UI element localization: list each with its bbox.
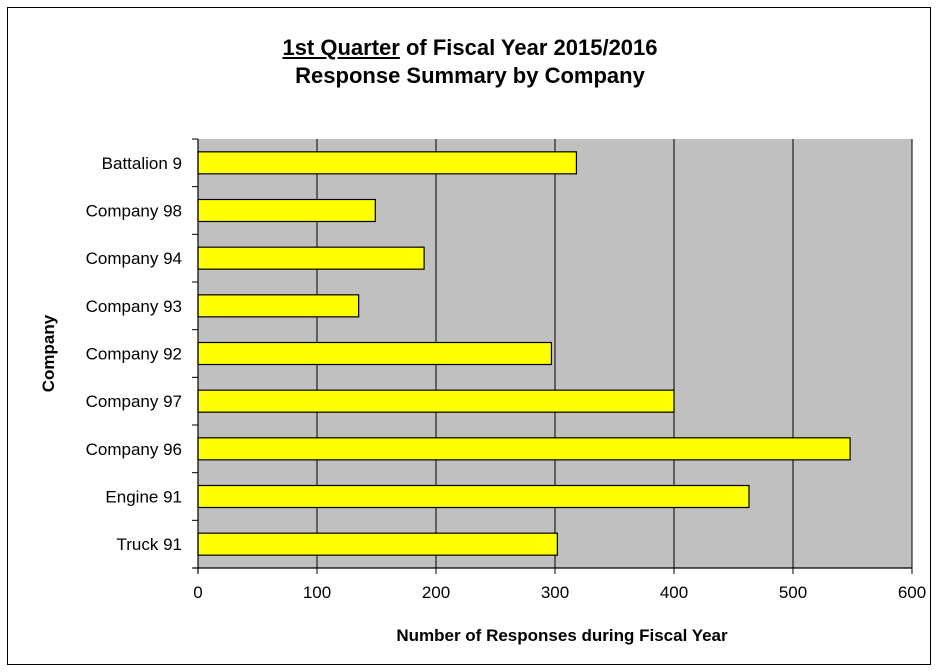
bar [197,246,425,270]
y-tick-label: Truck 91 [116,535,182,554]
bar [197,341,553,366]
chart-subtitle: Response Summary by Company [295,63,645,88]
chart-title-rest: of Fiscal Year 2015/2016 [399,35,658,60]
y-tick-labels: Battalion 9 Company 98 Company 94 Company 9… [86,154,182,554]
bar [197,437,851,461]
y-axis-title: Company [39,314,58,392]
y-tick-label: Engine 91 [105,488,182,507]
bar [197,532,558,556]
y-tick-label: Company 93 [86,297,182,316]
bar [197,151,578,175]
bars [197,151,851,556]
bar [197,389,675,413]
axes [192,138,913,574]
x-tick-label: 0 [193,583,202,602]
x-tick-label: 200 [422,583,450,602]
bar [197,294,360,318]
x-axis-title: Number of Responses during Fiscal Year [396,626,728,645]
x-tick-label: 100 [303,583,331,602]
x-tick-label: 500 [779,583,807,602]
y-tick-label: Battalion 9 [102,154,182,173]
x-tick-label: 600 [898,583,926,602]
x-tick-label: 400 [660,583,688,602]
y-tick-label: Company 98 [86,202,182,221]
x-tick-label: 300 [541,583,569,602]
bar [197,198,376,223]
chart-title-underlined: 1st Quarter [282,35,400,60]
y-tick-label: Company 96 [86,440,182,459]
y-tick-label: Company 97 [86,392,182,411]
y-tick-label: Company 92 [86,345,182,364]
bar [197,484,750,509]
y-tick-label: Company 94 [86,249,182,268]
chart-title: 1st Quarter of Fiscal Year 2015/2016 [0,35,940,61]
x-tick-labels: 0 100 200 300 400 500 600 [193,583,926,602]
